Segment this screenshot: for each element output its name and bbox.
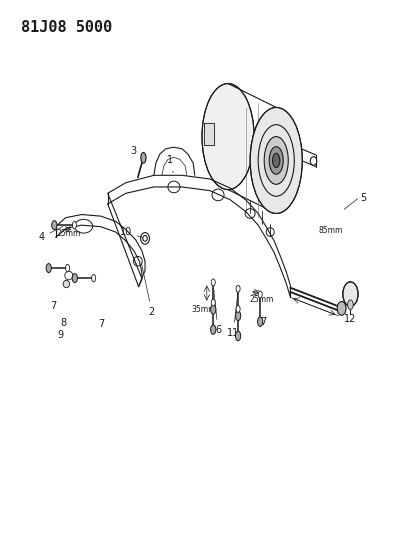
Text: 4: 4 <box>38 227 63 243</box>
Ellipse shape <box>63 280 69 288</box>
Text: 3: 3 <box>131 146 143 160</box>
Text: 81J08 5000: 81J08 5000 <box>21 20 113 35</box>
Ellipse shape <box>202 84 254 190</box>
Text: 1: 1 <box>167 156 173 173</box>
Text: 11: 11 <box>227 293 240 338</box>
Ellipse shape <box>337 302 346 316</box>
Ellipse shape <box>343 282 358 306</box>
Ellipse shape <box>92 274 96 282</box>
Ellipse shape <box>236 331 241 341</box>
Ellipse shape <box>236 305 240 312</box>
Text: 10: 10 <box>120 227 142 238</box>
Ellipse shape <box>236 285 240 292</box>
Text: 7: 7 <box>99 319 105 329</box>
Ellipse shape <box>210 325 216 334</box>
Text: 7: 7 <box>50 301 57 311</box>
Ellipse shape <box>310 157 317 165</box>
Ellipse shape <box>141 152 146 163</box>
Ellipse shape <box>258 291 262 298</box>
Ellipse shape <box>273 154 280 167</box>
Text: 12: 12 <box>344 314 357 324</box>
Ellipse shape <box>269 147 283 174</box>
Ellipse shape <box>65 264 69 272</box>
Text: 8: 8 <box>61 318 67 328</box>
Ellipse shape <box>264 136 288 184</box>
Text: 25mm: 25mm <box>249 295 274 304</box>
Text: 6: 6 <box>214 288 221 335</box>
Ellipse shape <box>250 108 302 214</box>
Text: 2: 2 <box>141 264 155 317</box>
Ellipse shape <box>143 236 147 241</box>
Ellipse shape <box>72 273 78 282</box>
Ellipse shape <box>52 221 57 230</box>
Polygon shape <box>204 123 214 144</box>
Text: 35mm: 35mm <box>191 305 215 314</box>
Ellipse shape <box>210 305 216 314</box>
Text: 25mm: 25mm <box>57 229 81 238</box>
Ellipse shape <box>236 311 241 320</box>
Text: 5: 5 <box>360 192 367 203</box>
Ellipse shape <box>348 300 353 310</box>
Ellipse shape <box>46 264 51 272</box>
Ellipse shape <box>211 299 215 306</box>
Text: 7: 7 <box>260 317 266 327</box>
Text: 85mm: 85mm <box>318 226 343 235</box>
Text: 9: 9 <box>58 330 64 340</box>
Ellipse shape <box>258 317 263 326</box>
Ellipse shape <box>211 279 215 286</box>
Ellipse shape <box>72 221 76 229</box>
